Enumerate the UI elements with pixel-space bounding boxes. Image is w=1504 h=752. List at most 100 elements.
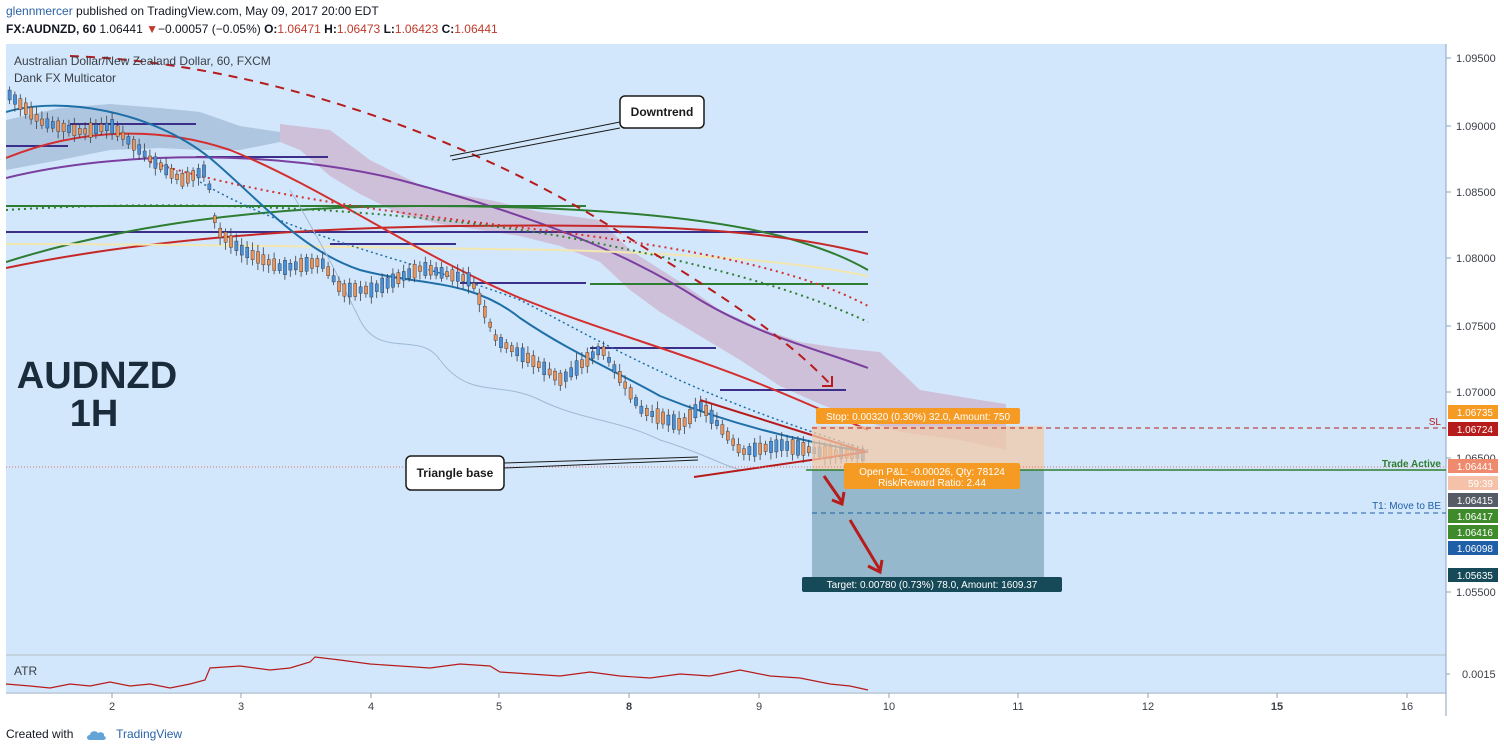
candle [801,442,806,456]
candle [126,136,131,145]
candle [99,124,104,133]
time-axis-label: 12 [1142,701,1154,713]
candle [564,371,568,382]
candle [283,259,287,275]
candle [40,118,44,126]
stop-label-box[interactable] [816,408,1020,424]
candle [250,250,255,260]
candle [445,271,449,277]
atr-pane[interactable] [6,656,1446,692]
price-tag [1448,509,1498,523]
moving-average-purple [6,156,869,369]
candle [591,351,595,359]
candle [672,414,676,430]
candle [510,345,514,352]
open-value: 1.06471 [277,22,321,36]
candle [294,261,298,271]
downtrend-callout-text: Downtrend [631,105,694,119]
candle [83,128,87,135]
candle [601,346,606,356]
candle [650,411,654,417]
symbol-name[interactable]: FX:AUDNZD, 60 [6,22,97,36]
pnl-label: Open P&L: -0.00026, Qty: 78124 [859,467,1005,478]
candle [234,240,239,251]
candle [612,364,617,373]
candle [736,444,741,453]
candle [364,285,368,295]
t1-line-label: T1: Move to BE [1372,501,1441,512]
candle [185,171,190,184]
candle [715,420,719,427]
price-axis-tick: 1.08500 [1456,187,1496,199]
candle [196,168,201,179]
candle [418,265,422,272]
candle [607,357,611,363]
downtrend-arrowhead [822,376,833,387]
candle [77,128,82,135]
price-tag [1448,459,1498,473]
indicator-legend[interactable]: Dank FX Multicator [14,71,116,85]
candle [758,442,762,455]
time-axis[interactable]: 2 3 4 5 8 9 10 11 12 15 16 [109,693,1413,713]
footer: Created with TradingView [6,727,182,741]
time-axis-label: 2 [109,701,115,713]
low-value: 1.06423 [394,22,439,36]
candle [439,267,444,279]
price-axis-tick: 1.09000 [1456,121,1496,133]
candle [699,401,703,411]
candle [104,122,109,132]
price-axis-tick: 1.08000 [1456,253,1496,265]
candle [666,414,671,426]
candle [239,244,244,256]
candle [342,283,347,297]
target-label-box[interactable] [802,577,1062,592]
downtrend-callout[interactable] [619,95,705,129]
time-axis-label: 15 [1271,701,1283,713]
candle [553,370,557,381]
candle [164,164,169,176]
candle [645,407,649,416]
price-tag [1448,568,1498,582]
candle [747,446,752,455]
tradingview-link[interactable]: TradingView [116,727,183,741]
candle [267,259,271,266]
symbol-ohlc-bar: FX:AUDNZD, 60 1.06441 ▼−0.00057 (−0.05%)… [6,22,498,36]
moving-average-dotted-green [6,204,869,323]
price-tag-text: 1.06441 [1457,462,1494,473]
candle [353,283,358,297]
candle [29,107,34,120]
candle [13,94,17,105]
downtrend-curve [69,55,833,387]
candle [321,258,325,269]
moving-average-blue [6,104,869,453]
close-value: 1.06441 [454,22,498,36]
candle [180,173,185,187]
time-axis-label: 11 [1012,701,1023,713]
price-tag-text: 1.06735 [1457,408,1494,419]
candle [261,254,266,266]
candle [18,98,23,110]
candle [315,258,320,267]
price-tag-text: 59:39 [1468,479,1493,490]
price-tag-text: 1.06417 [1457,512,1494,523]
instrument-legend: Australian Dollar/New Zealand Dollar, 60… [14,54,271,68]
price-axis-tick: 1.09500 [1456,53,1496,65]
candle [137,144,142,155]
candle [142,150,147,158]
candle [24,102,28,115]
candle [337,280,341,292]
price-change: −0.00057 (−0.05%) [157,22,261,36]
moving-average-red [6,132,869,431]
pnl-label-box[interactable] [844,463,1020,489]
publisher-link[interactable]: glennmercer [6,4,73,18]
candle [218,227,223,238]
candle [677,418,681,431]
time-axis-label: 3 [238,701,244,713]
candle [385,277,390,289]
published-text: published on TradingView.com, May 09, 20… [76,4,379,18]
callout-pointer [503,459,699,469]
triangle-callout[interactable] [405,455,505,491]
candle [547,368,552,376]
